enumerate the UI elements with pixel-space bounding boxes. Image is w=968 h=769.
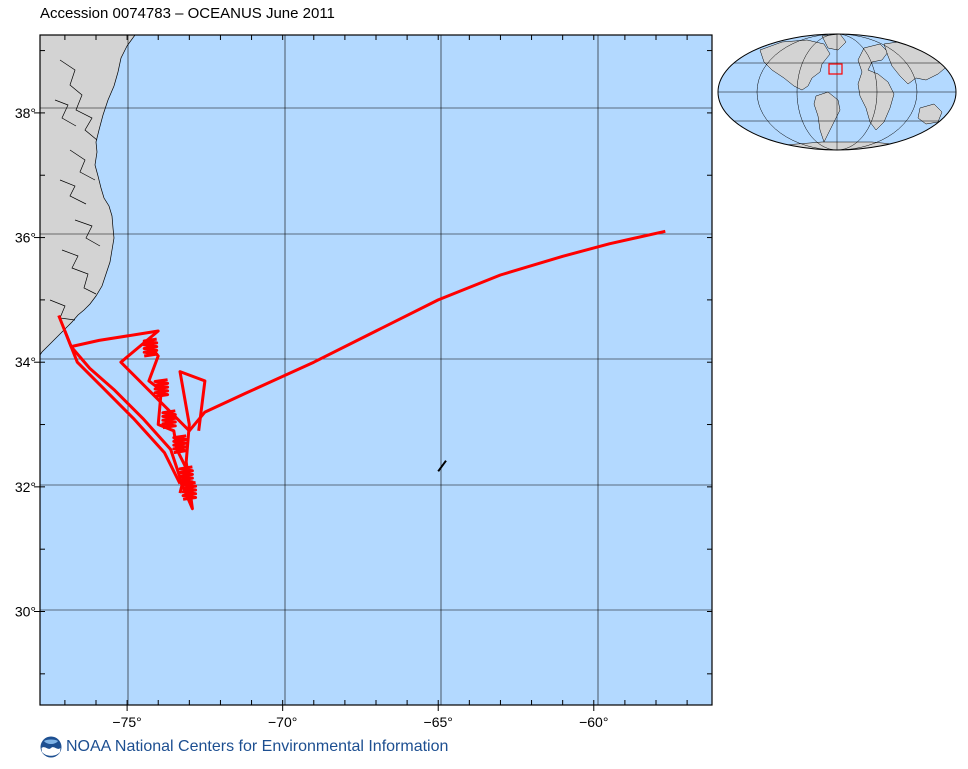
survey-cluster (142, 337, 159, 358)
small-track-segment (437, 460, 447, 472)
inset-south-america (813, 91, 841, 143)
inset-australia (917, 103, 943, 125)
grid-lines (40, 35, 712, 705)
map-title: Accession 0074783 – OCEANUS June 2011 (40, 5, 335, 22)
survey-cluster (153, 378, 170, 398)
ship-track-loop (63, 330, 182, 485)
lon-tick-label: −75° (112, 714, 141, 730)
lat-tick-label: 38° (15, 105, 36, 121)
survey-cluster (181, 481, 198, 501)
lon-tick-label: −70° (268, 714, 297, 730)
inset-globe-outline (717, 33, 957, 151)
ocean (40, 35, 712, 705)
lat-tick-label: 32° (15, 479, 36, 495)
lat-tick-label: 30° (15, 604, 36, 620)
survey-cluster (161, 409, 177, 430)
lon-tick-label: −65° (424, 714, 453, 730)
lat-tick-label: 36° (15, 230, 36, 246)
ship-track-main (57, 229, 666, 433)
coast-detail (49, 59, 101, 321)
axis-labels: −75° −70° −65° −60° 38° 36° 34° 32° 30° (15, 105, 609, 730)
inset-graticule (718, 34, 956, 150)
ship-track (57, 229, 666, 511)
inset-globe-map (717, 33, 957, 151)
survey-cluster (178, 465, 194, 486)
survey-cluster (172, 434, 188, 455)
inset-north-america (759, 39, 831, 91)
ship-track-loop (144, 339, 188, 494)
axis-ticks (34, 35, 712, 711)
inset-region-highlight (828, 63, 843, 75)
lon-tick-label: −60° (579, 714, 608, 730)
lat-tick-label: 34° (15, 354, 36, 370)
noaa-logo-icon (40, 736, 62, 758)
footer: NOAA National Centers for Environmental … (40, 736, 448, 758)
footer-text: NOAA National Centers for Environmental … (66, 738, 449, 755)
inset-europe-africa (857, 43, 895, 131)
